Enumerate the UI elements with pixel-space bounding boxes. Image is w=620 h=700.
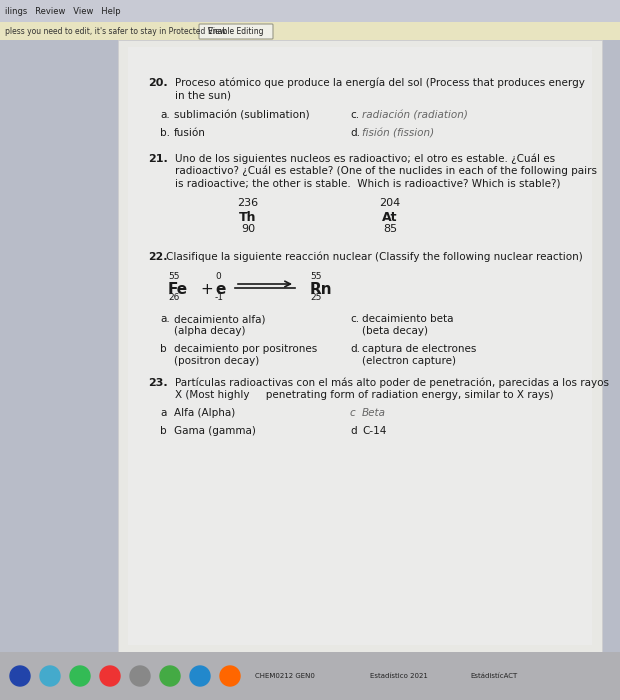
Text: (alpha decay): (alpha decay)	[174, 326, 246, 336]
Text: 26: 26	[168, 293, 179, 302]
Text: Enable Editing: Enable Editing	[208, 27, 264, 36]
Text: 204: 204	[379, 198, 401, 208]
Text: At: At	[383, 211, 398, 224]
Text: Partículas radioactivas con el más alto poder de penetración, parecidas a los ra: Partículas radioactivas con el más alto …	[175, 378, 609, 388]
Bar	[128, 47, 592, 645]
Text: a: a	[160, 408, 166, 418]
Text: decaimiento alfa): decaimiento alfa)	[174, 314, 265, 324]
Text: C-14: C-14	[362, 426, 386, 436]
Text: c: c	[350, 408, 356, 418]
Text: fisión (fission): fisión (fission)	[362, 128, 434, 138]
Text: d.: d.	[350, 344, 360, 354]
Text: 23.: 23.	[148, 378, 167, 388]
Text: captura de electrones: captura de electrones	[362, 344, 476, 354]
Text: Rn: Rn	[310, 282, 332, 297]
Bar	[118, 40, 602, 652]
Circle shape	[130, 666, 150, 686]
Text: fusión: fusión	[174, 128, 206, 138]
Circle shape	[10, 666, 30, 686]
Circle shape	[190, 666, 210, 686]
Text: Beta: Beta	[362, 408, 386, 418]
Text: Clasifique la siguiente reacción nuclear (Classify the following nuclear reactio: Clasifique la siguiente reacción nuclear…	[166, 252, 583, 262]
Text: Uno de los siguientes nucleos es radioactivo; el otro es estable. ¿Cuál es: Uno de los siguientes nucleos es radioac…	[175, 154, 555, 164]
Circle shape	[220, 666, 240, 686]
Text: (electron capture): (electron capture)	[362, 356, 456, 366]
Text: radioactivo? ¿Cuál es estable? (One of the nuclides in each of the following pai: radioactivo? ¿Cuál es estable? (One of t…	[175, 166, 597, 176]
Text: radiación (radiation): radiación (radiation)	[362, 110, 468, 120]
Text: X (Most highly     penetrating form of radiation energy, similar to X rays): X (Most highly penetrating form of radia…	[175, 390, 554, 400]
Circle shape	[160, 666, 180, 686]
Text: b: b	[160, 344, 167, 354]
Text: (positron decay): (positron decay)	[174, 356, 259, 366]
Text: 85: 85	[383, 224, 397, 234]
Text: 25: 25	[310, 293, 321, 302]
Text: c.: c.	[350, 110, 359, 120]
Text: -1: -1	[215, 293, 224, 302]
Text: CHEM0212 GEN0: CHEM0212 GEN0	[255, 673, 315, 679]
Text: b: b	[160, 426, 167, 436]
Text: Gama (gamma): Gama (gamma)	[174, 426, 256, 436]
Text: a.: a.	[160, 314, 170, 324]
Text: EstádistícACT: EstádistícACT	[470, 673, 517, 679]
Text: Th: Th	[239, 211, 257, 224]
Bar	[0, 22, 620, 40]
Text: c.: c.	[350, 314, 359, 324]
Text: 22.: 22.	[148, 252, 167, 262]
Text: b.: b.	[160, 128, 170, 138]
Text: e: e	[215, 282, 226, 297]
Text: 20.: 20.	[148, 78, 167, 88]
Text: 21.: 21.	[148, 154, 168, 164]
Text: 236: 236	[237, 198, 259, 208]
Bar	[0, 0, 620, 22]
Text: is radioactive; the other is stable.  Which is radioactive? Which is stable?): is radioactive; the other is stable. Whi…	[175, 178, 560, 188]
Bar	[0, 652, 620, 700]
Text: decaimiento beta: decaimiento beta	[362, 314, 453, 324]
Text: Fe: Fe	[168, 282, 188, 297]
Circle shape	[40, 666, 60, 686]
Text: decaimiento por positrones: decaimiento por positrones	[174, 344, 317, 354]
Text: a.: a.	[160, 110, 170, 120]
Text: 55: 55	[168, 272, 180, 281]
Text: (beta decay): (beta decay)	[362, 326, 428, 336]
FancyBboxPatch shape	[199, 24, 273, 39]
Text: Estadístico 2021: Estadístico 2021	[370, 673, 428, 679]
Text: 90: 90	[241, 224, 255, 234]
Text: sublimación (sublimation): sublimación (sublimation)	[174, 110, 309, 120]
Circle shape	[70, 666, 90, 686]
Text: 55: 55	[310, 272, 322, 281]
Text: 0: 0	[215, 272, 221, 281]
Text: in the sun): in the sun)	[175, 90, 231, 100]
Text: Alfa (Alpha): Alfa (Alpha)	[174, 408, 235, 418]
Text: ilings   Review   View   Help: ilings Review View Help	[5, 6, 121, 15]
Text: pless you need to edit, it's safer to stay in Protected View.: pless you need to edit, it's safer to st…	[5, 27, 228, 36]
Circle shape	[100, 666, 120, 686]
Text: d.: d.	[350, 128, 360, 138]
Text: +: +	[200, 282, 213, 297]
Text: Proceso atómico que produce la energía del sol (Process that produces energy: Proceso atómico que produce la energía d…	[175, 78, 585, 88]
Text: d: d	[350, 426, 356, 436]
